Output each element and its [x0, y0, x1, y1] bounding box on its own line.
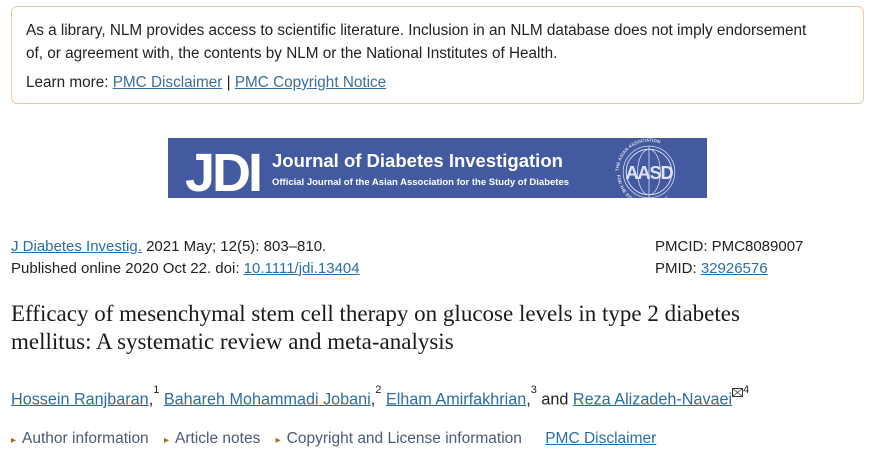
svg-text:AASD: AASD	[625, 162, 673, 183]
